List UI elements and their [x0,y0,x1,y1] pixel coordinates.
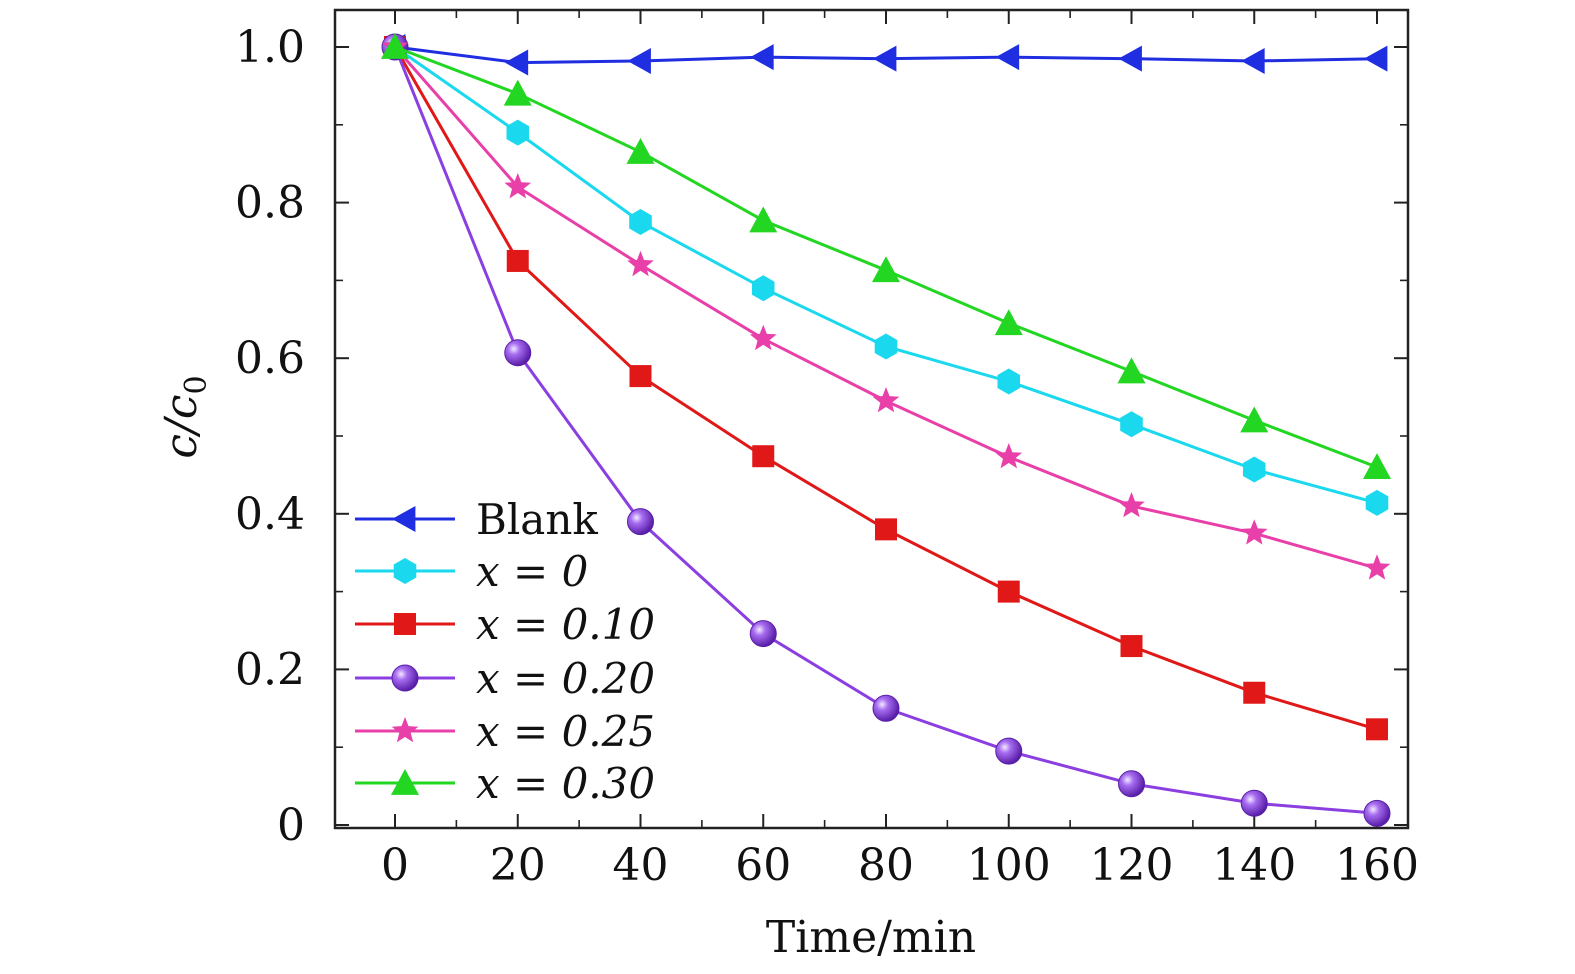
data-point [1120,635,1143,658]
y-tick-label: 1.0 [235,22,305,73]
x-axis-ticks: 0 20 40 60 80 100 120 140 160 [381,10,1419,891]
data-point [1117,357,1146,384]
y-tick-label: 0.2 [235,644,305,695]
legend-label: x = 0 [476,547,588,596]
data-point [1118,492,1145,518]
x-tick-label: 20 [490,840,546,891]
data-point [874,333,898,360]
data-point [1243,681,1266,704]
legend-entry: x = 0.30 [355,759,655,808]
data-point [504,49,529,76]
data-point [1243,456,1266,483]
y-axis-title-main: c/c [156,394,207,458]
data-point [872,387,900,413]
data-point [1240,789,1268,817]
data-point [626,138,655,164]
data-point [750,44,774,71]
data-point [749,206,778,233]
data-point [506,119,529,146]
data-point [503,79,532,106]
y-tick-label: 0.6 [235,333,305,384]
data-point [504,339,532,367]
data-point [627,508,654,536]
data-point [749,324,777,351]
data-point [872,256,900,283]
data-point [875,518,897,541]
data-point [1363,554,1391,580]
data-point [627,250,654,277]
legend-entry: Blank [355,495,598,544]
x-tick-label: 120 [1090,840,1174,891]
data-point [1120,411,1143,438]
data-point [629,365,652,388]
data-point [1363,453,1391,480]
legend-label: x = 0.25 [476,707,655,756]
data-point [504,173,532,199]
series-line [393,46,1378,570]
series-5 [381,33,1391,480]
data-point [1118,45,1142,72]
data-point [994,309,1023,336]
legend-label: x = 0.30 [476,759,655,808]
series-0 [382,34,1388,76]
legend-label: x = 0.20 [476,654,655,703]
data-point [997,368,1020,395]
y-axis-title-subscript: 0 [179,375,214,394]
data-point [1240,406,1269,433]
data-point [1118,770,1145,798]
legend-marker [394,613,416,635]
series-layer [381,33,1391,827]
legend-marker [391,664,419,692]
data-point [1241,48,1265,75]
data-point [1366,718,1388,741]
data-point [1363,799,1391,827]
series-1 [383,34,1389,516]
legend-marker [392,506,416,532]
x-tick-label: 0 [381,840,409,891]
data-point [752,445,775,468]
legend-marker [393,558,417,584]
legend-marker [391,717,419,743]
data-point [752,275,775,302]
data-point [995,443,1023,469]
y-tick-label: 0 [277,800,305,851]
series-2 [384,36,1388,741]
data-point [506,249,529,272]
series-3 [381,33,1391,827]
x-tick-label: 100 [967,840,1051,891]
plot-frame [333,8,1410,830]
legend-label: Blank [476,495,598,544]
data-point [1365,489,1389,516]
legend-label: x = 0.10 [476,600,655,649]
legend-marker [391,769,419,795]
legend-entry: x = 0.20 [355,654,655,703]
x-tick-label: 140 [1212,840,1296,891]
data-point [627,48,651,75]
y-tick-label: 0.4 [235,489,305,540]
data-point [872,694,900,722]
y-axis-title: c/c0 [156,375,214,458]
data-point [629,209,652,235]
x-tick-label: 60 [735,840,791,891]
data-point [995,737,1023,765]
y-tick-label: 0.8 [235,178,305,229]
data-point [873,45,897,72]
legend-entry: x = 0.10 [355,600,655,649]
x-tick-label: 40 [613,840,669,891]
data-point [381,33,409,59]
legend-entry: x = 0.25 [355,707,655,756]
data-point [749,620,777,648]
data-point [1240,519,1268,545]
data-point [997,580,1020,603]
y-axis-ticks: 0 0.2 0.4 0.6 0.8 1.0 [235,22,1408,851]
data-point [995,44,1020,71]
x-tick-label: 80 [858,840,914,891]
data-point [1364,45,1388,72]
legend-entry: x = 0 [355,547,588,596]
x-axis-title: Time/min [766,912,976,963]
x-tick-label: 160 [1335,840,1419,891]
